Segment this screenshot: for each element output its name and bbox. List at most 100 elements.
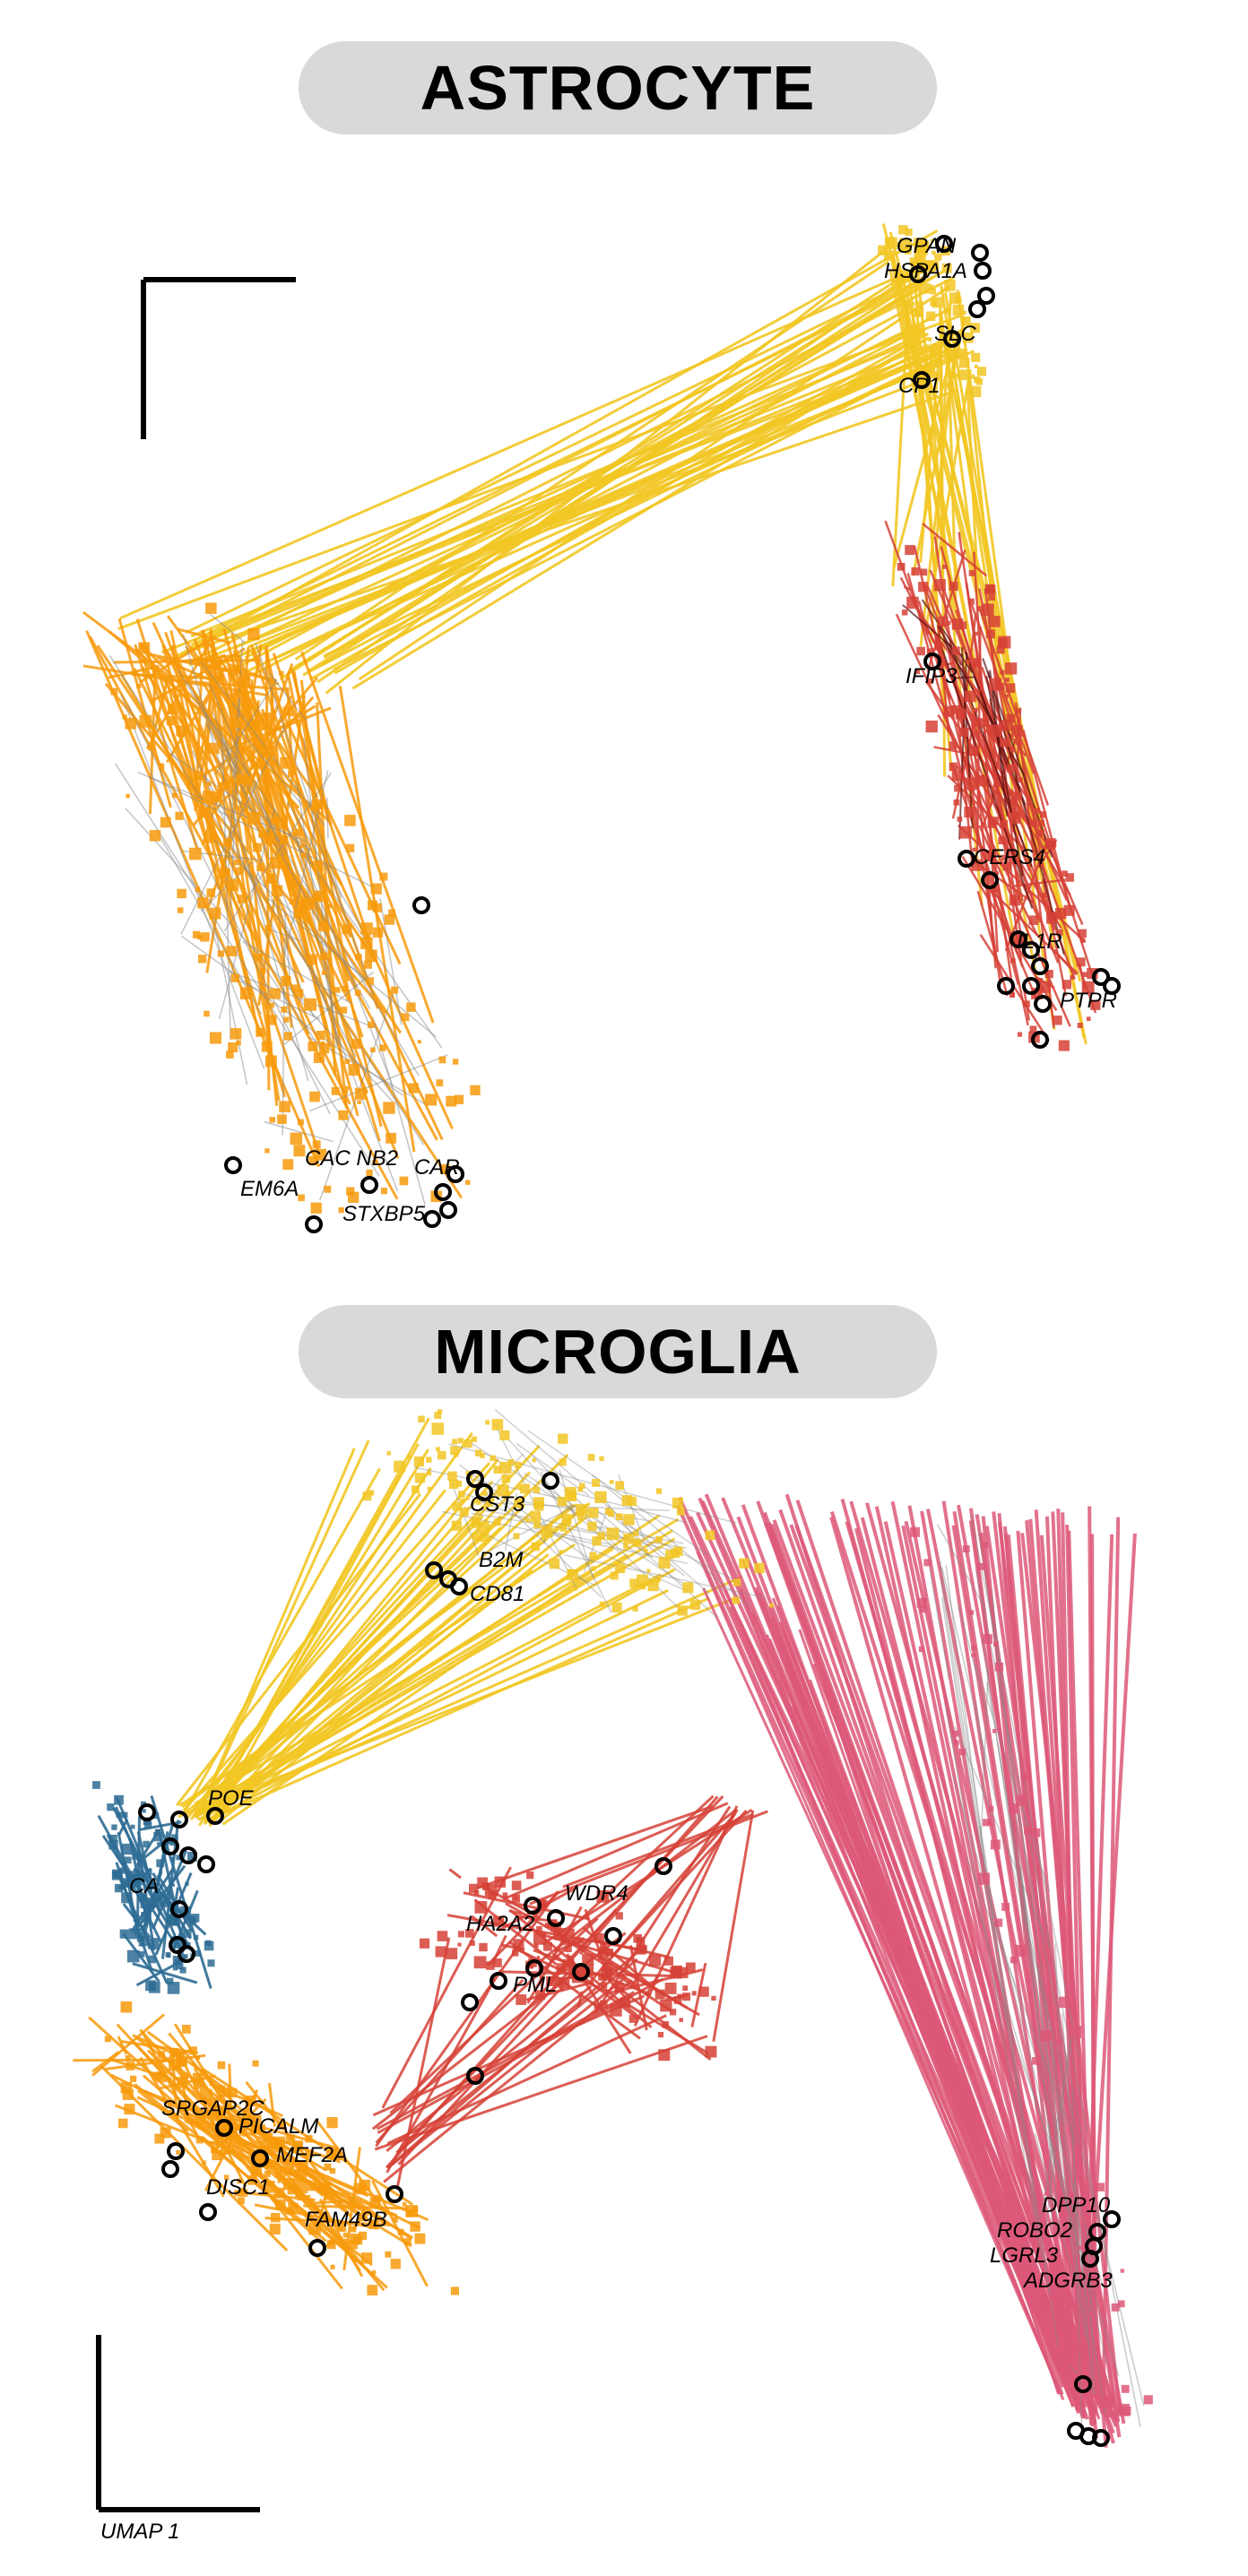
micro-node-orange xyxy=(182,2025,191,2034)
micro-gene-marker xyxy=(466,2067,484,2085)
micro-node-blue xyxy=(121,1811,128,1819)
astro-edge-yellow xyxy=(180,229,939,655)
astro-node-orange xyxy=(122,714,127,720)
micro-edge-yellow-grey xyxy=(592,1474,750,1607)
astro-node-red xyxy=(964,777,977,791)
micro-edge-yellow-grey xyxy=(563,1554,767,1599)
micro-node-blue xyxy=(147,1938,160,1949)
micro-edge-pink-grey xyxy=(928,1567,950,1680)
astro-node-yellow xyxy=(929,350,941,363)
micro-node-orange xyxy=(406,2209,414,2217)
astro-node-red xyxy=(988,593,995,601)
micro-node-orange xyxy=(359,2212,368,2222)
astro-node-red xyxy=(1058,1040,1070,1051)
micro-node-pink xyxy=(993,1918,1003,1927)
micro-node-yellow xyxy=(592,1536,602,1546)
astro-node-orange xyxy=(265,873,276,884)
micro-edge-orange xyxy=(134,2083,327,2243)
micro-node-yellow xyxy=(769,1603,774,1608)
micro-node-pink xyxy=(1024,1826,1033,1835)
astro-node-yellow xyxy=(955,373,960,377)
micro-node-pink xyxy=(1001,1903,1010,1911)
micro-node-orange xyxy=(276,2121,286,2130)
astro-edge-orange xyxy=(152,621,369,1094)
astro-node-orange xyxy=(287,771,294,778)
astro-gene-label: STXBP5 xyxy=(342,1202,426,1226)
astro-node-red xyxy=(1027,802,1031,807)
astro-edge-orange xyxy=(149,647,246,704)
astro-node-orange xyxy=(331,1086,340,1095)
micro-edge-blue xyxy=(135,1960,180,1987)
astro-edge-yellow xyxy=(258,350,948,650)
micro-node-orange xyxy=(348,2197,356,2205)
astro-node-orange xyxy=(283,1032,292,1041)
astro-node-yellow xyxy=(932,250,936,255)
micro-node-red xyxy=(615,1986,621,1993)
astro-node-red xyxy=(926,648,935,656)
micro-node-blue xyxy=(165,1951,171,1958)
astro-gene-marker xyxy=(997,977,1015,995)
astro-node-red xyxy=(1011,900,1016,904)
micro-node-orange xyxy=(324,2163,332,2171)
astro-node-yellow xyxy=(969,323,980,333)
micro-edge-yellow xyxy=(217,1553,550,1824)
micro-edge-pink-grey xyxy=(980,1667,990,1837)
micro-edge-pink-grey xyxy=(1061,2013,1094,2395)
astro-edge-yellow xyxy=(334,338,927,675)
micro-node-red xyxy=(559,1986,564,1992)
astro-edge-red xyxy=(922,523,988,577)
astro-node-orange xyxy=(264,1055,277,1068)
micro-gene-marker xyxy=(178,1945,195,1963)
micro-node-yellow xyxy=(623,1533,634,1544)
astro-node-red xyxy=(934,636,940,643)
astro-node-yellow xyxy=(899,238,912,251)
micro-edge-pink xyxy=(992,1511,1099,2439)
astro-node-red xyxy=(957,817,963,822)
micro-node-yellow xyxy=(486,1500,493,1508)
micro-edge-yellow xyxy=(178,1596,736,1819)
micro-node-yellow xyxy=(517,1485,523,1491)
micro-gene-label: DISC1 xyxy=(206,2175,270,2200)
astro-edge-grey xyxy=(180,935,403,1096)
micro-node-orange xyxy=(223,2174,230,2180)
astro-node-red xyxy=(967,598,975,605)
astro-gene-marker xyxy=(360,1176,378,1194)
micro-node-orange xyxy=(225,2116,233,2124)
micro-node-orange xyxy=(260,2139,270,2150)
astro-node-red xyxy=(916,646,925,656)
micro-node-orange xyxy=(225,2132,234,2141)
astro-edge-orange xyxy=(117,618,172,808)
micro-node-pink xyxy=(958,1748,966,1756)
astro-edge-grey xyxy=(228,970,376,1029)
astro-node-red xyxy=(1034,808,1040,815)
astro-edge-grey xyxy=(137,771,306,843)
astro-node-orange xyxy=(206,782,212,787)
astro-node-orange xyxy=(295,828,303,836)
astro-node-orange xyxy=(176,725,187,737)
micro-node-blue xyxy=(126,1949,140,1963)
astro-node-orange xyxy=(290,1132,303,1145)
astro-node-yellow xyxy=(897,241,902,247)
micro-node-orange xyxy=(403,2238,412,2246)
micro-node-yellow xyxy=(480,1532,490,1543)
micro-edge-pink-grey xyxy=(1034,2132,1076,2282)
micro-node-red xyxy=(435,1946,446,1958)
micro-node-orange xyxy=(188,2046,197,2055)
astro-node-red xyxy=(998,836,1006,845)
astro-node-orange xyxy=(317,921,329,932)
micro-gene-label: B2M xyxy=(479,1548,523,1572)
micro-node-pink xyxy=(1120,2269,1124,2273)
micro-edge-pink-grey xyxy=(986,1681,1055,2068)
micro-node-yellow xyxy=(689,1599,701,1611)
micro-node-orange xyxy=(360,2252,373,2264)
micro-gene-marker xyxy=(466,1470,484,1488)
astro-node-orange xyxy=(160,817,171,828)
micro-node-pink xyxy=(1074,2145,1082,2153)
astro-node-red xyxy=(972,847,976,852)
micro-node-orange xyxy=(295,2191,302,2198)
micro-node-yellow xyxy=(514,1461,522,1468)
astro-node-orange xyxy=(264,745,277,757)
micro-edge-pink-grey xyxy=(944,1703,1044,2262)
micro-edge-pink-grey xyxy=(1039,2032,1074,2219)
astro-node-red xyxy=(984,583,995,594)
